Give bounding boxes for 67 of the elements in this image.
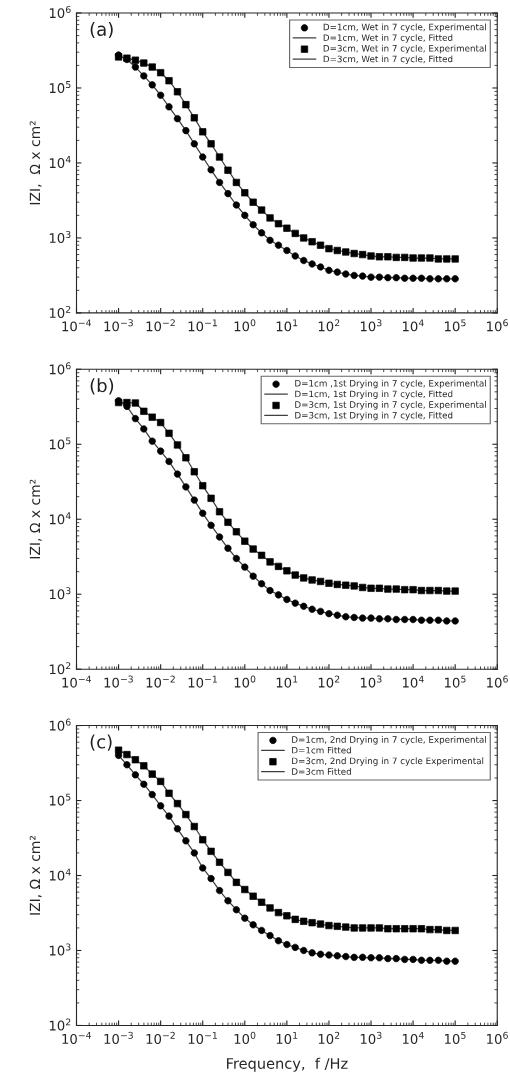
legend-label: D=3cm, Wet in 7 cycle, Fitted <box>323 55 453 64</box>
x-tick-label: 10$^{−4}$ <box>62 675 92 688</box>
x-tick-label: 10$^{0}$ <box>234 319 256 332</box>
annotation: (b) <box>90 378 114 395</box>
legend-label: D=3cm Fitted <box>292 768 351 775</box>
legend-label: D=1cm Fitted <box>292 746 351 754</box>
x-tick-label: 10$^{−2}$ <box>146 675 175 688</box>
x-tick-label: 10$^{−4}$ <box>62 1031 92 1044</box>
x-axis-title: Frequency, f /Hz <box>227 1057 348 1072</box>
x-tick-label: 10$^{−4}$ <box>62 319 92 332</box>
legend-label: D=1cm, 1st Drying in 7 cycle, Fitted <box>295 390 453 399</box>
x-tick-label: 10$^{0}$ <box>234 1031 256 1044</box>
y-tick-label: 10$^{5}$ <box>49 793 71 806</box>
x-tick-label: 10$^{−2}$ <box>146 1031 175 1044</box>
x-tick-label: 10$^{1}$ <box>276 675 298 688</box>
x-tick-label: 10$^{4}$ <box>402 1031 424 1044</box>
y-tick-label: 10$^{2}$ <box>49 662 71 675</box>
y-tick-label: 10$^{4}$ <box>49 868 71 881</box>
y-tick-label: 10$^{3}$ <box>49 230 71 244</box>
annotation: (a) <box>90 22 113 39</box>
legend-label: D=3cm, 2nd Drying in 7 cycle Experimental <box>292 757 484 766</box>
y-tick-label: 10$^{4}$ <box>49 156 71 169</box>
x-tick-label: 10$^{1}$ <box>276 319 298 332</box>
x-tick-label: 10$^{3}$ <box>360 675 382 688</box>
x-tick-label: 10$^{4}$ <box>402 319 424 332</box>
y-tick-label: 10$^{2}$ <box>49 1018 71 1031</box>
x-tick-label: 10$^{5}$ <box>445 675 466 688</box>
y-axis-title: IZI, Ω x cm² <box>29 121 42 205</box>
x-tick-label: 10$^{6}$ <box>487 1031 508 1044</box>
y-tick-label: 10$^{5}$ <box>49 437 71 450</box>
x-tick-label: 10$^{−1}$ <box>188 675 217 688</box>
x-tick-label: 10$^{−3}$ <box>104 675 133 688</box>
x-tick-label: 10$^{2}$ <box>318 319 340 332</box>
x-tick-label: 10$^{6}$ <box>487 319 508 332</box>
y-tick-label: 10$^{5}$ <box>49 81 71 94</box>
y-tick-label: 10$^{6}$ <box>49 6 71 19</box>
legend-label: D=3cm, Wet in 7 cycle, Experimental <box>323 44 486 54</box>
legend-label: D=3cm, 1st Drying in 7 cycle, Experimental <box>295 401 486 410</box>
y-tick-label: 10$^{6}$ <box>49 362 71 375</box>
x-tick-label: 10$^{5}$ <box>445 1031 466 1044</box>
x-tick-label: 10$^{4}$ <box>402 675 424 688</box>
x-tick-label: 10$^{2}$ <box>318 1031 340 1044</box>
x-tick-label: 10$^{5}$ <box>445 319 466 332</box>
y-tick-label: 10$^{3}$ <box>49 943 71 956</box>
x-tick-label: 10$^{0}$ <box>234 675 256 688</box>
x-tick-label: 10$^{3}$ <box>360 319 382 332</box>
y-axis-title: IZI, Ω x cm² <box>29 835 42 915</box>
x-tick-label: 10$^{−3}$ <box>104 1031 133 1044</box>
x-tick-label: 10$^{1}$ <box>276 1031 298 1044</box>
y-tick-label: 10$^{3}$ <box>49 587 71 600</box>
annotation: (c) <box>90 734 112 751</box>
x-tick-label: 10$^{2}$ <box>318 675 340 688</box>
x-tick-label: 10$^{−3}$ <box>104 319 133 332</box>
legend-label: D=1cm ,1st Drying in 7 cycle, Experimental <box>295 379 486 389</box>
y-tick-label: 10$^{4}$ <box>49 512 71 525</box>
legend-label: D=1cm, 2nd Drying in 7 cycle, Experimental <box>292 736 486 745</box>
x-tick-label: 10$^{−1}$ <box>188 1031 217 1044</box>
y-axis-title: IZI, Ω x cm² <box>29 479 42 559</box>
x-tick-label: 10$^{6}$ <box>487 675 508 688</box>
x-tick-label: 10$^{−2}$ <box>146 319 175 332</box>
x-tick-label: 10$^{3}$ <box>360 1031 382 1044</box>
y-tick-label: 10$^{6}$ <box>49 718 71 731</box>
legend-label: D=1cm, Wet in 7 cycle, Experimental <box>323 23 486 32</box>
y-tick-label: 10$^{2}$ <box>49 305 71 319</box>
legend-label: D=1cm, Wet in 7 cycle, Fitted <box>323 34 453 43</box>
legend-label: D=3cm, 1st Drying in 7 cycle, Fitted <box>295 411 453 421</box>
x-tick-label: 10$^{−1}$ <box>188 319 217 332</box>
